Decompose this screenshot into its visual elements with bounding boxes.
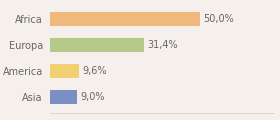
Bar	[50, 12, 200, 26]
Text: 50,0%: 50,0%	[203, 14, 234, 24]
Bar	[50, 38, 144, 52]
Bar	[50, 90, 77, 104]
Bar	[50, 64, 79, 78]
Text: 31,4%: 31,4%	[147, 40, 178, 50]
Text: 9,0%: 9,0%	[80, 92, 105, 102]
Text: 9,6%: 9,6%	[82, 66, 107, 76]
